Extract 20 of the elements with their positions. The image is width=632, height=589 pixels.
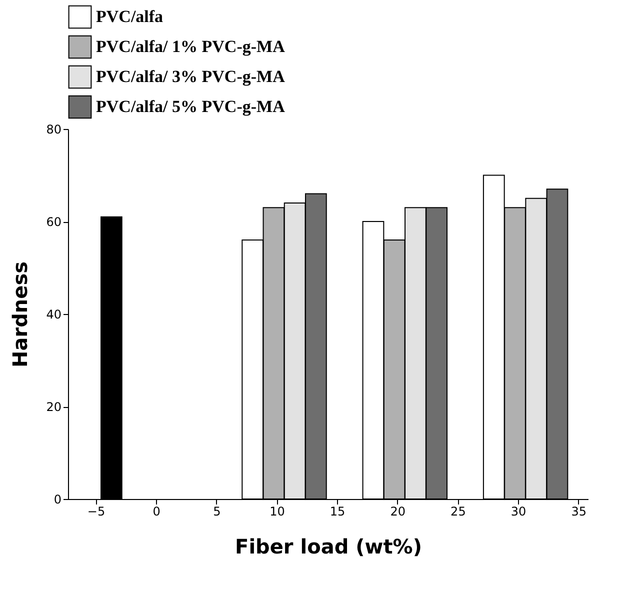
legend-label: PVC/alfa/ 5% PVC-g-MA xyxy=(96,97,286,116)
x-tick-label: 5 xyxy=(213,504,221,518)
legend-label: PVC/alfa/ 3% PVC-g-MA xyxy=(96,67,286,86)
legend-label: PVC/alfa/ 1% PVC-g-MA xyxy=(96,37,286,56)
x-tick-label: 25 xyxy=(450,504,466,518)
y-axis-title: Hardness xyxy=(8,261,32,368)
y-tick-label: 80 xyxy=(46,122,62,136)
y-tick-label: 20 xyxy=(46,400,62,414)
x-tick-label: −5 xyxy=(87,504,106,518)
x-tick-label: 10 xyxy=(270,504,285,518)
x-tick-label: 15 xyxy=(330,504,346,518)
legend-label: PVC/alfa xyxy=(96,7,164,26)
x-axis-title: Fiber load (wt%) xyxy=(235,534,422,558)
x-tick-label: 20 xyxy=(390,504,406,518)
x-tick-label: 30 xyxy=(510,504,526,518)
x-tick-label: 35 xyxy=(571,504,586,518)
y-tick-label: 60 xyxy=(46,215,62,229)
y-tick-label: 0 xyxy=(54,492,62,506)
y-tick-label: 40 xyxy=(46,308,62,322)
x-tick-label: 0 xyxy=(152,504,160,518)
